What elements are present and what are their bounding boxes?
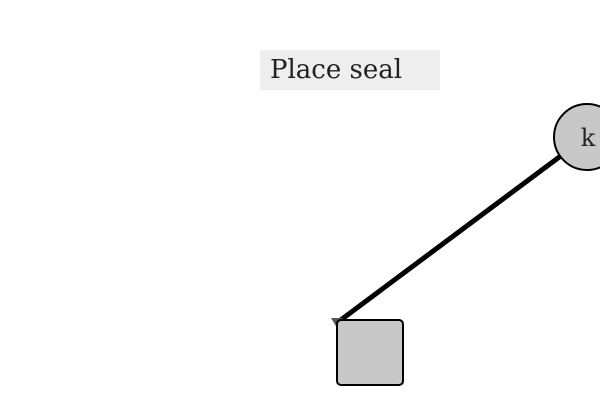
pivot-node[interactable]: k — [553, 103, 600, 171]
draggable-square[interactable] — [336, 319, 404, 386]
pivot-node-circle[interactable] — [553, 103, 600, 171]
instruction-text: Place seal — [270, 55, 403, 85]
connector-line — [335, 152, 565, 325]
instruction-box: Place seal — [260, 50, 440, 90]
pivot-node-label: k — [581, 124, 596, 152]
